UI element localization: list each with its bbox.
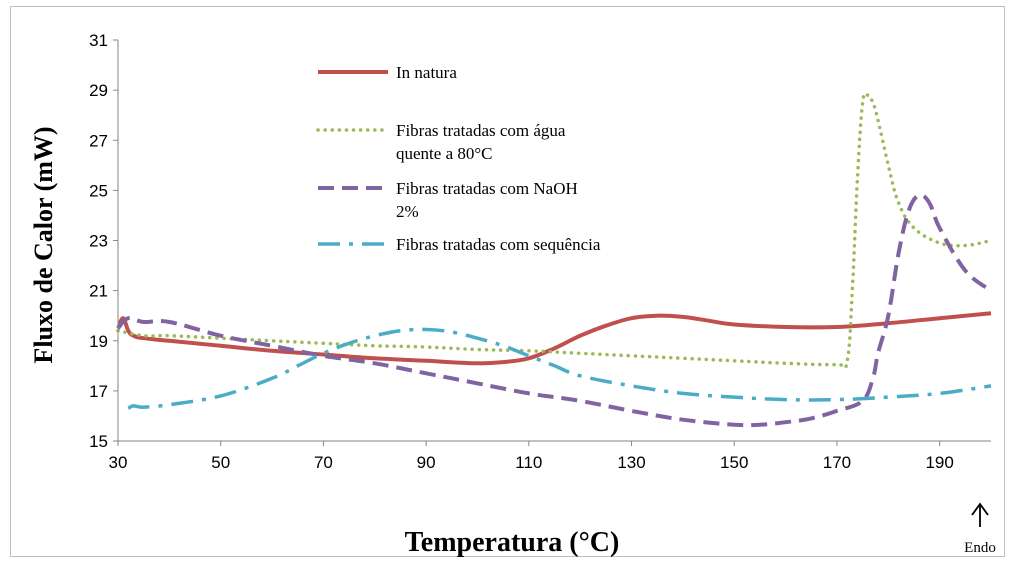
x-tick-label: 190: [925, 453, 953, 472]
y-tick-label: 31: [89, 31, 108, 50]
legend-label: In natura: [396, 63, 457, 82]
series-layer: [116, 91, 993, 428]
y-tick-label: 17: [89, 382, 108, 401]
y-ticks: 15 17 19 21 23 25 27 29 31: [89, 31, 118, 451]
y-tick-label: 19: [89, 332, 108, 351]
y-tick-label: 25: [89, 181, 108, 200]
legend-label-cont: 2%: [396, 202, 419, 221]
legend-label: Fibras tratadas com sequência: [396, 235, 601, 254]
x-tick-label: 130: [617, 453, 645, 472]
y-tick-label: 21: [89, 282, 108, 301]
legend-label-cont: quente a 80°C: [396, 144, 493, 163]
x-tick-label: 110: [515, 453, 542, 472]
y-tick-label: 23: [89, 232, 108, 251]
endo-label: Endo: [964, 540, 996, 556]
y-tick-label: 27: [89, 131, 108, 150]
x-tick-label: 30: [109, 453, 128, 472]
x-tick-label: 170: [823, 453, 851, 472]
x-tick-label: 90: [417, 453, 436, 472]
series-line-in-natura: [116, 311, 992, 366]
series-line-fibras-tratadas-com-sequencia: [127, 327, 992, 410]
x-ticks: 30 50 70 90 110 130 150 170 190: [109, 441, 954, 472]
x-tick-label: 150: [720, 453, 748, 472]
legend-label: Fibras tratadas com água: [396, 121, 566, 140]
series-line-fibras-tratadas-com-naoh-2: [116, 193, 993, 428]
x-tick-label: 50: [211, 453, 230, 472]
legend: In natura Fibras tratadas com água quente …: [316, 63, 601, 254]
x-axis-label: Temperatura (°C): [405, 527, 620, 558]
chart-frame: [10, 6, 1005, 557]
endo-annotation: Endo: [964, 502, 996, 556]
y-tick-label: 29: [89, 81, 108, 100]
x-tick-label: 70: [314, 453, 333, 472]
legend-label: Fibras tratadas com NaOH: [396, 179, 578, 198]
endo-arrow-icon: [971, 502, 989, 516]
y-axis-label: Fluxo de Calor (mW): [29, 126, 58, 363]
y-tick-label: 15: [89, 432, 108, 451]
